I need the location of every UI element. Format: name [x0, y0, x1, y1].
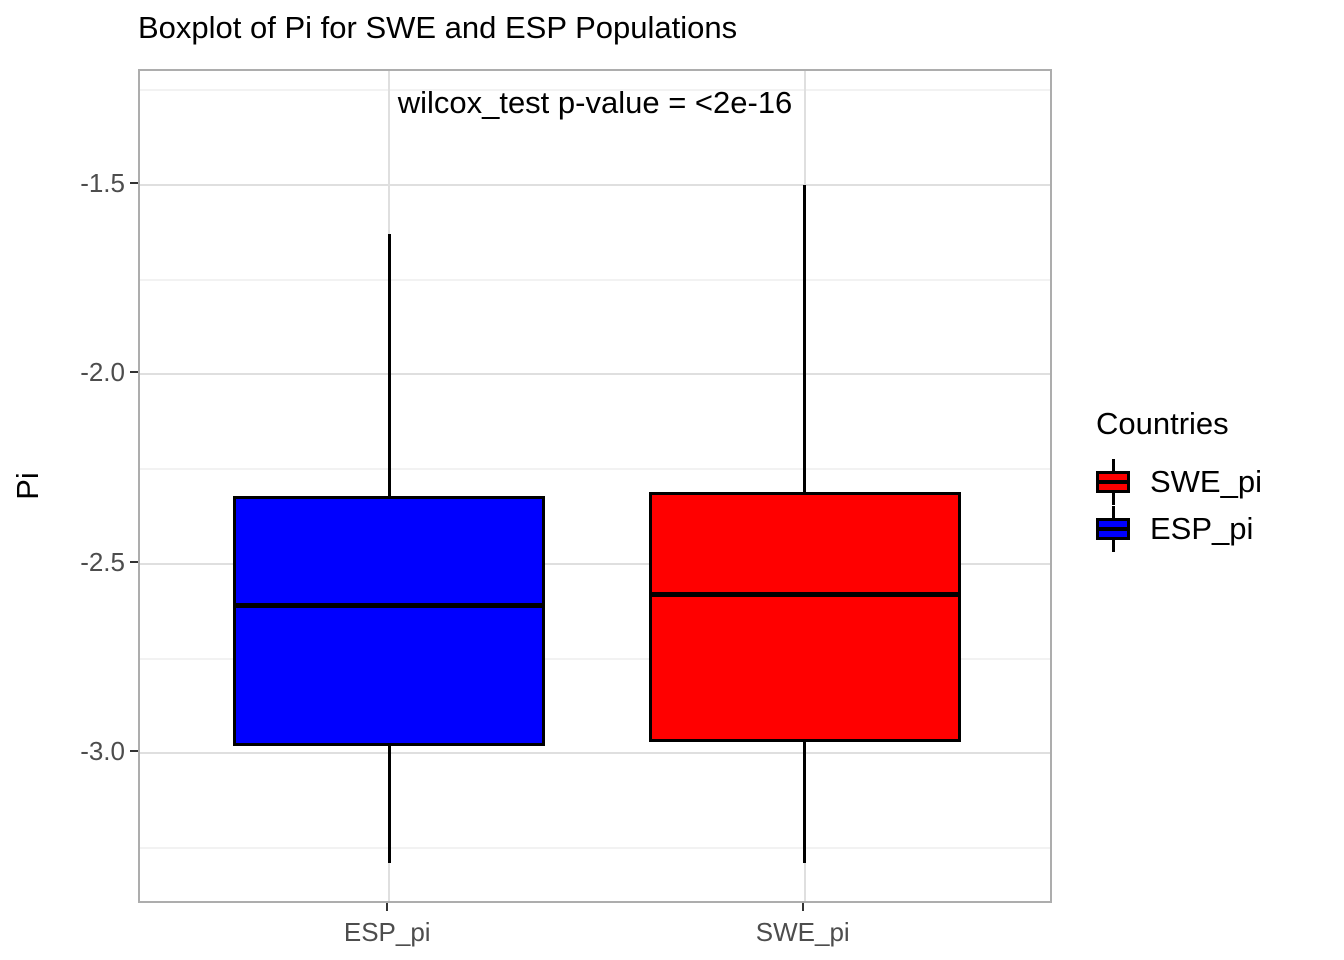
boxplot-key-icon	[1096, 505, 1130, 552]
gridline-major	[140, 183, 1050, 186]
box-swe_pi	[648, 491, 961, 742]
legend-item-esp_pi: ESP_pi	[1096, 505, 1262, 552]
legend-label: ESP_pi	[1150, 510, 1254, 546]
median-swe_pi	[648, 591, 961, 597]
x-tick-mark	[386, 903, 389, 911]
y-tick-mark	[130, 560, 138, 563]
gridline-minor	[140, 847, 1050, 850]
plot-subtitle: wilcox_test p-value = <2e-16	[397, 85, 793, 120]
legend-items: SWE_pi ESP_pi	[1096, 458, 1262, 552]
gridline-minor	[140, 468, 1050, 471]
median-esp_pi	[233, 603, 546, 609]
y-tick-mark	[130, 371, 138, 374]
gridline-minor	[140, 88, 1050, 91]
boxplot-key-icon	[1096, 458, 1130, 505]
y-tick-label: -3.0	[80, 736, 125, 767]
box-esp_pi	[233, 495, 546, 746]
y-tick-label: -1.5	[80, 167, 125, 198]
y-tick-label: -2.0	[80, 357, 125, 388]
gridline-minor	[140, 657, 1050, 660]
y-axis-title: Pi	[10, 472, 45, 500]
chart-title: Boxplot of Pi for SWE and ESP Population…	[138, 10, 738, 45]
gridline-major	[140, 373, 1050, 376]
plot-panel: wilcox_test p-value = <2e-16	[138, 69, 1052, 903]
legend-item-swe_pi: SWE_pi	[1096, 458, 1262, 505]
legend: Countries SWE_pi ESP_pi	[1096, 406, 1262, 552]
x-tick-mark	[801, 903, 804, 911]
y-tick-mark	[130, 750, 138, 753]
legend-label: SWE_pi	[1150, 463, 1262, 499]
x-tick-label-swe_pi: SWE_pi	[755, 917, 850, 947]
x-tick-label-esp_pi: ESP_pi	[343, 917, 431, 947]
gridline-minor	[140, 278, 1050, 281]
gridline-major	[140, 752, 1050, 755]
legend-title: Countries	[1096, 406, 1229, 441]
y-tick-label: -2.5	[80, 546, 125, 577]
gridline-major	[140, 562, 1050, 565]
y-tick-mark	[130, 181, 138, 184]
